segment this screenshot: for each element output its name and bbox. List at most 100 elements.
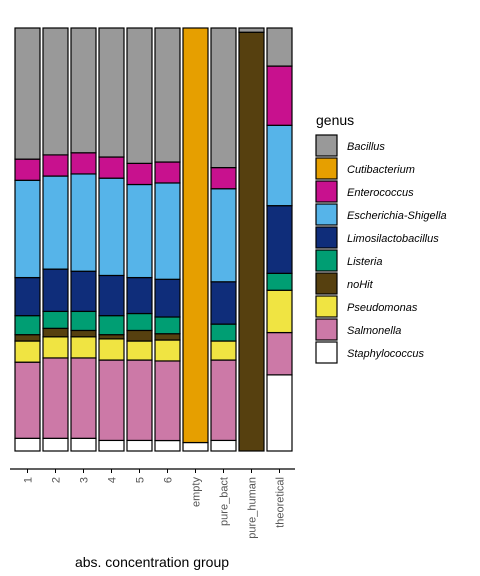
bar-segment-nohit-1 (14, 334, 41, 342)
bar-segment-bacillus-6 (154, 27, 181, 163)
legend-label-enterococcus: Enterococcus (347, 187, 414, 199)
bar-segment-bacillus-pure-bact (210, 27, 237, 169)
bar-segment-bacillus-theoretical (266, 27, 293, 67)
bar-segment-bacillus-1 (14, 27, 41, 160)
bar-segment-pseudomonas-1 (14, 340, 41, 363)
legend-label-limosilactobacillus: Limosilactobacillus (347, 233, 439, 245)
bar-segment-escherichia-shigella-4 (98, 177, 125, 277)
legend: genus Bacillus Cutibacterium Enterococcus E… (315, 112, 447, 364)
legend-swatch-staphylococcus (315, 341, 338, 364)
bar-segment-staphylococcus-1 (14, 437, 41, 452)
bar-segment-listeria-4 (98, 315, 125, 336)
bar-segment-pseudomonas-theoretical (266, 289, 293, 334)
bar-segment-pseudomonas-4 (98, 338, 125, 361)
x-tick-label-theoretical: theoretical (275, 477, 287, 528)
legend-swatch-enterococcus (315, 180, 338, 203)
bar-segment-nohit-pure-human (238, 31, 265, 452)
bar-segment-nohit-6 (154, 333, 181, 341)
x-tick-label-3: 3 (79, 477, 91, 483)
legend-label-pseudomonas: Pseudomonas (347, 302, 418, 314)
bar-segment-enterococcus-4 (98, 156, 125, 179)
bar-segment-enterococcus-pure-bact (210, 166, 237, 190)
legend-swatch-cutibacterium (315, 157, 338, 180)
legend-swatch-escherichia-shigella (315, 203, 338, 226)
bar-segment-cutibacterium-empty (182, 27, 209, 444)
legend-swatch-limosilactobacillus (315, 226, 338, 249)
bar-segment-bacillus-5 (126, 27, 153, 164)
bar-segment-escherichia-shigella-theoretical (266, 124, 293, 207)
bar-segment-listeria-2 (42, 310, 69, 329)
bar-segment-bacillus-2 (42, 27, 69, 156)
bar-segment-enterococcus-6 (154, 161, 181, 184)
bar-segment-staphylococcus-theoretical (266, 374, 293, 452)
legend-label-cutibacterium: Cutibacterium (347, 164, 415, 176)
bar-segment-limosilactobacillus-5 (126, 276, 153, 315)
bar-segment-bacillus-pure-human (238, 27, 265, 33)
bars-layer (14, 27, 293, 452)
x-tick-label-5: 5 (135, 477, 147, 483)
legend-swatch-pseudomonas (315, 295, 338, 318)
bar-segment-escherichia-shigella-1 (14, 179, 41, 279)
bar-segment-bacillus-3 (70, 27, 97, 154)
x-tick-label-pure-bact: pure_bact (219, 477, 231, 526)
x-tick-label-2: 2 (51, 477, 63, 483)
bar-segment-staphylococcus-pure-bact (210, 439, 237, 452)
x-axis-title: abs. concentration group (75, 554, 229, 570)
bar-segment-enterococcus-theoretical (266, 65, 293, 126)
legend-label-staphylococcus: Staphylococcus (347, 348, 425, 360)
bar-segment-escherichia-shigella-3 (70, 173, 97, 272)
bar-segment-enterococcus-1 (14, 158, 41, 181)
legend-label-nohit: noHit (347, 279, 374, 291)
bar-segment-salmonella-1 (14, 361, 41, 439)
bar-segment-listeria-5 (126, 312, 153, 332)
bar-segment-nohit-2 (42, 327, 69, 338)
legend-label-listeria: Listeria (347, 256, 382, 268)
bar-segment-limosilactobacillus-2 (42, 268, 69, 313)
bar-segment-limosilactobacillus-1 (14, 276, 41, 317)
bar-segment-nohit-5 (126, 329, 153, 342)
bar-segment-escherichia-shigella-5 (126, 183, 153, 279)
legend-swatch-bacillus (315, 134, 338, 157)
bar-segment-escherichia-shigella-2 (42, 175, 69, 270)
bar-segment-pseudomonas-6 (154, 339, 181, 362)
bar-segment-staphylococcus-2 (42, 437, 69, 452)
legend-label-escherichia-shigella: Escherichia-Shigella (347, 210, 447, 222)
legend-swatch-nohit (315, 272, 338, 295)
bar-segment-enterococcus-5 (126, 162, 153, 186)
bar-segment-nohit-3 (70, 329, 97, 338)
bar-segment-salmonella-pure-bact (210, 359, 237, 442)
legend-label-bacillus: Bacillus (347, 141, 385, 153)
bar-segment-staphylococcus-empty (182, 441, 209, 452)
bar-segment-enterococcus-2 (42, 154, 69, 177)
legend-label-salmonella: Salmonella (347, 325, 401, 337)
legend-swatch-salmonella (315, 318, 338, 341)
bar-segment-pseudomonas-2 (42, 336, 69, 359)
bar-segment-nohit-4 (98, 334, 125, 340)
bar-segment-staphylococcus-4 (98, 439, 125, 452)
legend-swatch-listeria (315, 249, 338, 272)
bar-segment-listeria-pure-bact (210, 323, 237, 342)
legend-title: genus (316, 112, 354, 128)
bar-segment-limosilactobacillus-6 (154, 278, 181, 318)
x-tick-label-empty: empty (191, 477, 203, 507)
bar-segment-listeria-theoretical (266, 272, 293, 291)
x-tick-label-6: 6 (163, 477, 175, 483)
bar-segment-staphylococcus-5 (126, 439, 153, 452)
bar-segment-salmonella-3 (70, 357, 97, 439)
bar-segment-escherichia-shigella-pure-bact (210, 188, 237, 283)
bar-segment-salmonella-2 (42, 357, 69, 439)
bar-segment-limosilactobacillus-theoretical (266, 205, 293, 274)
bar-segment-bacillus-4 (98, 27, 125, 158)
bar-segment-staphylococcus-6 (154, 439, 181, 452)
bar-segment-limosilactobacillus-3 (70, 270, 97, 313)
bar-segment-staphylococcus-3 (70, 437, 97, 452)
bar-segment-salmonella-4 (98, 359, 125, 442)
bar-segment-listeria-6 (154, 316, 181, 335)
bar-segment-salmonella-5 (126, 359, 153, 442)
bar-segment-pseudomonas-5 (126, 340, 153, 361)
bar-segment-escherichia-shigella-6 (154, 182, 181, 280)
bar-segment-salmonella-6 (154, 360, 181, 442)
bar-segment-salmonella-theoretical (266, 331, 293, 376)
bar-segment-enterococcus-3 (70, 152, 97, 175)
